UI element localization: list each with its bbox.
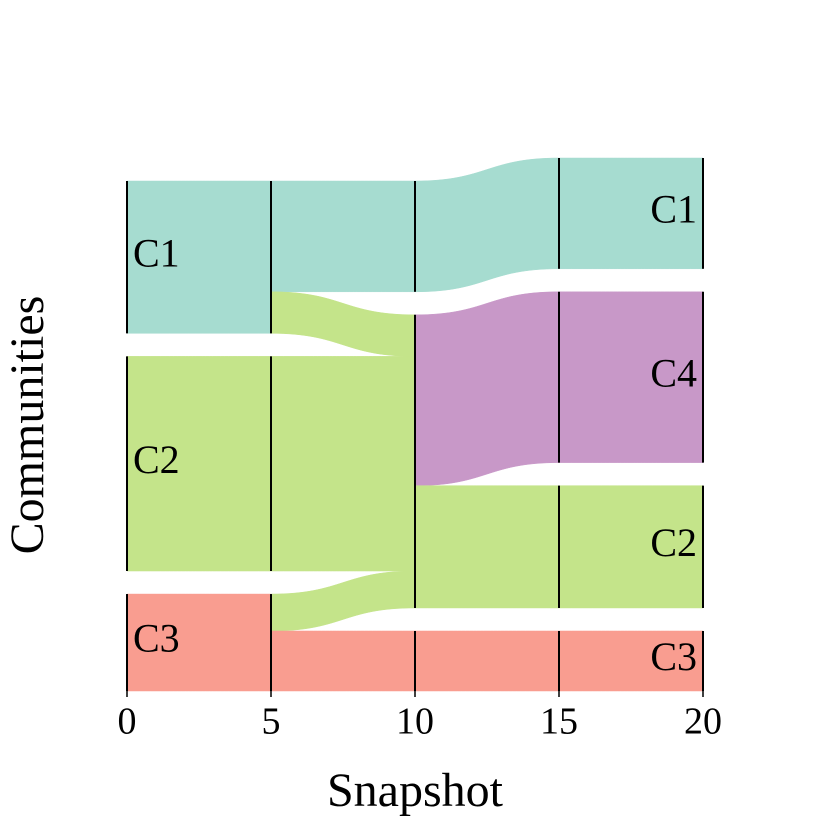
flow — [558, 291, 704, 463]
community-label: C1 — [650, 187, 697, 232]
community-label: C2 — [650, 520, 697, 565]
x-tick-label: 20 — [684, 701, 722, 743]
community-label: C3 — [650, 634, 697, 679]
flow — [270, 180, 416, 293]
flow — [414, 157, 560, 293]
flow — [414, 630, 560, 692]
flow — [414, 485, 560, 609]
x-tick-label: 15 — [540, 701, 578, 743]
y-axis-label: Communities — [1, 296, 54, 555]
flow — [270, 356, 416, 572]
x-axis-label: Snapshot — [327, 764, 504, 817]
flow — [270, 291, 416, 357]
x-tick-label: 0 — [118, 701, 137, 743]
flow — [270, 570, 416, 632]
x-tick-label: 5 — [262, 701, 281, 743]
community-label: C2 — [133, 437, 180, 482]
community-label: C4 — [650, 350, 697, 395]
foreground: C1 C2 C3 C1 C4 C2 C3 0 5 10 15 20 — [118, 158, 722, 743]
flow — [558, 157, 704, 270]
community-label: C1 — [133, 230, 180, 275]
flow — [414, 291, 560, 486]
x-tick-label: 10 — [396, 701, 434, 743]
flows — [126, 157, 704, 692]
flow — [270, 630, 416, 692]
community-label: C3 — [133, 616, 180, 661]
